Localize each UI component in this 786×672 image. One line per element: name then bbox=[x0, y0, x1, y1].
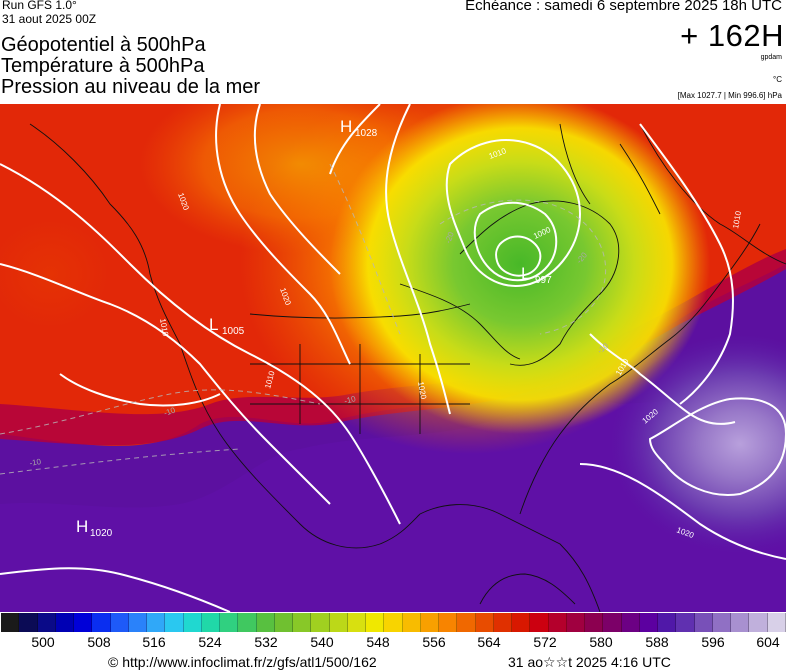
color-swatch bbox=[55, 613, 74, 632]
isotherm-label: -20 bbox=[443, 230, 456, 244]
scale-tick: 540 bbox=[310, 634, 334, 650]
isotherms bbox=[0, 163, 607, 475]
color-swatch bbox=[530, 613, 549, 632]
color-swatch bbox=[384, 613, 403, 632]
color-swatch bbox=[439, 613, 458, 632]
low-center-2-value: 997 bbox=[535, 275, 552, 286]
scale-tick: 596 bbox=[701, 634, 725, 650]
high-center-2-value: 1020 bbox=[90, 528, 113, 539]
forecast-valid-time: Echéance : samedi 6 septembre 2025 18h U… bbox=[465, 0, 782, 14]
color-swatch bbox=[402, 613, 421, 632]
color-swatch bbox=[639, 613, 658, 632]
color-swatch bbox=[220, 613, 239, 632]
isotherm-label: -10 bbox=[163, 405, 177, 418]
forecast-lead-time: + 162H bbox=[680, 18, 784, 53]
pressure-max-min: [Max 1027.7 | Min 996.6] hPa bbox=[677, 91, 782, 100]
color-swatch bbox=[329, 613, 348, 632]
color-swatch bbox=[366, 613, 385, 632]
source-link[interactable]: © http://www.infoclimat.fr/z/gfs/atl1/50… bbox=[108, 654, 377, 670]
scale-tick: 548 bbox=[366, 634, 390, 650]
scale-tick: 524 bbox=[198, 634, 222, 650]
color-swatch bbox=[147, 613, 166, 632]
weather-map: H 1028 L 1005 L 997 H 1020 1010 1020 101… bbox=[0, 104, 786, 612]
color-swatch bbox=[694, 613, 713, 632]
color-swatch bbox=[420, 613, 439, 632]
color-swatch bbox=[548, 613, 567, 632]
run-date: 31 aout 2025 00Z bbox=[2, 12, 97, 26]
isobar-label: 1010 bbox=[158, 318, 170, 338]
color-swatch bbox=[74, 613, 93, 632]
title-pressure: Pression au niveau de la mer bbox=[1, 76, 261, 98]
color-swatch bbox=[585, 613, 604, 632]
color-swatch bbox=[256, 613, 275, 632]
unit-gpdam: gpdam bbox=[760, 54, 782, 61]
isobars bbox=[0, 104, 786, 612]
isobar-label: 1020 bbox=[416, 381, 428, 401]
scale-tick: 564 bbox=[477, 634, 501, 650]
color-scale-ticks: 500 508 516 524 532 540 548 556 564 572 … bbox=[0, 634, 786, 652]
scale-tick: 516 bbox=[142, 634, 166, 650]
color-swatch bbox=[238, 613, 257, 632]
color-swatch bbox=[37, 613, 56, 632]
coastlines bbox=[29, 123, 786, 612]
run-label: Run GFS 1.0° bbox=[2, 0, 77, 12]
color-swatch bbox=[19, 613, 38, 632]
scale-tick: 588 bbox=[645, 634, 669, 650]
isobar-label: 1010 bbox=[731, 210, 743, 230]
isotherm-label: -10 bbox=[29, 457, 42, 468]
scale-tick: 508 bbox=[87, 634, 111, 650]
isotherm-label: -10 bbox=[343, 394, 357, 406]
map-titles: Géopotentiel à 500hPa Température à 500h… bbox=[1, 35, 260, 98]
scale-tick: 500 bbox=[31, 634, 55, 650]
pressure-centers: H 1028 L 1005 L 997 H 1020 bbox=[76, 117, 552, 539]
color-swatch bbox=[201, 613, 220, 632]
color-swatch bbox=[603, 613, 622, 632]
low-center-1: L bbox=[209, 315, 218, 334]
high-center-2: H bbox=[76, 517, 88, 536]
color-swatch bbox=[621, 613, 640, 632]
color-swatch bbox=[493, 613, 512, 632]
scale-tick: 532 bbox=[254, 634, 278, 650]
color-swatch bbox=[475, 613, 494, 632]
scale-tick: 572 bbox=[533, 634, 557, 650]
color-swatch bbox=[731, 613, 750, 632]
scale-tick: 604 bbox=[756, 634, 780, 650]
color-swatch bbox=[274, 613, 293, 632]
color-swatch bbox=[311, 613, 330, 632]
color-swatch bbox=[566, 613, 585, 632]
generated-time: 31 ao☆☆t 2025 4:16 UTC bbox=[508, 654, 671, 670]
color-swatch bbox=[92, 613, 111, 632]
high-center-1-value: 1028 bbox=[355, 128, 378, 139]
color-swatch bbox=[457, 613, 476, 632]
unit-celsius: °C bbox=[773, 75, 782, 84]
high-center-1: H bbox=[340, 117, 352, 136]
color-swatch bbox=[165, 613, 184, 632]
scale-tick: 556 bbox=[422, 634, 446, 650]
color-swatch bbox=[110, 613, 129, 632]
color-scale-bar bbox=[1, 613, 786, 632]
color-swatch bbox=[676, 613, 695, 632]
color-swatch bbox=[749, 613, 768, 632]
title-temperature: Température à 500hPa bbox=[1, 55, 205, 77]
scale-tick: 580 bbox=[589, 634, 613, 650]
color-swatch bbox=[658, 613, 677, 632]
color-swatch bbox=[512, 613, 531, 632]
color-swatch bbox=[767, 613, 786, 632]
title-geopotential: Géopotentiel à 500hPa bbox=[1, 34, 206, 56]
color-swatch bbox=[347, 613, 366, 632]
color-swatch bbox=[1, 613, 20, 632]
color-swatch bbox=[183, 613, 202, 632]
color-swatch bbox=[128, 613, 147, 632]
low-center-2: L bbox=[521, 264, 530, 283]
low-center-1-value: 1005 bbox=[222, 326, 245, 337]
color-swatch bbox=[712, 613, 731, 632]
color-swatch bbox=[293, 613, 312, 632]
